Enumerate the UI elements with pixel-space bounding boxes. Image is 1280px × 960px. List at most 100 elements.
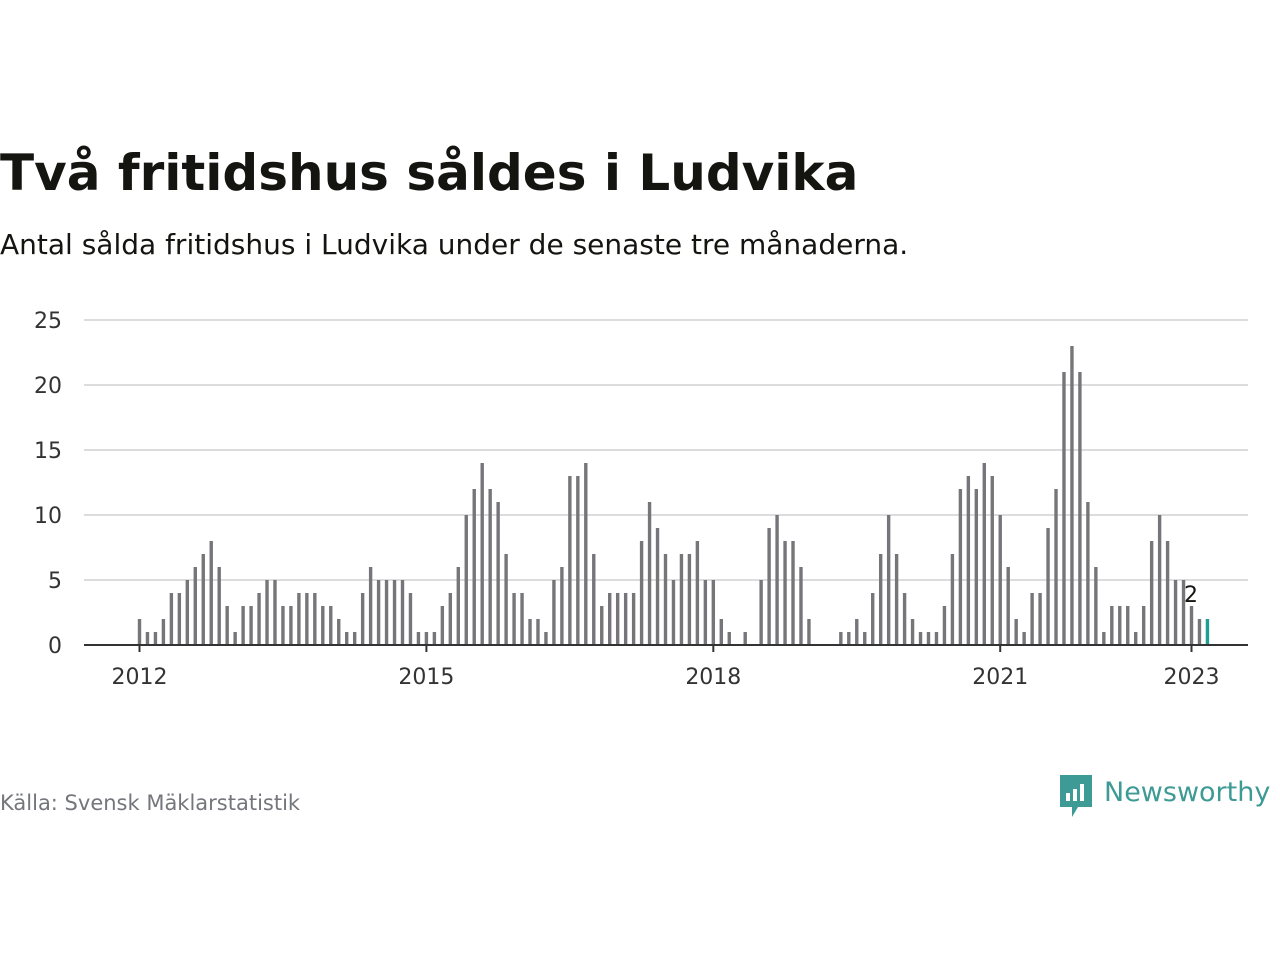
bar xyxy=(966,476,971,645)
chart-title: Två fritidshus såldes i Ludvika xyxy=(0,144,859,202)
bar xyxy=(663,554,668,645)
bar xyxy=(1014,619,1018,645)
bar xyxy=(289,606,293,645)
bars xyxy=(137,346,1210,645)
bar xyxy=(910,619,915,645)
bar xyxy=(416,632,421,645)
bar xyxy=(799,567,803,645)
bar xyxy=(863,632,867,645)
bar xyxy=(1173,580,1178,645)
bar xyxy=(329,606,333,645)
bar xyxy=(273,580,277,645)
bar xyxy=(512,593,516,645)
y-axis-tick-labels: 0 5 10 15 20 25 xyxy=(34,309,62,659)
bar xyxy=(1157,515,1162,645)
x-axis-ticks xyxy=(138,645,1193,652)
bar xyxy=(480,463,484,645)
bar xyxy=(153,632,158,645)
bar xyxy=(185,580,190,645)
x-tick-label: 2021 xyxy=(972,665,1028,690)
bar xyxy=(424,632,429,645)
bar xyxy=(775,515,779,645)
bar xyxy=(592,554,596,645)
bar xyxy=(942,606,947,645)
bar xyxy=(647,502,652,645)
bar xyxy=(1181,580,1186,645)
brand-name: Newsworthy xyxy=(1104,777,1271,808)
bar xyxy=(743,632,747,645)
bar xyxy=(1189,606,1194,645)
bar xyxy=(576,476,580,645)
bar xyxy=(209,541,213,645)
bar xyxy=(360,593,365,645)
bar xyxy=(847,632,851,645)
bar xyxy=(352,632,357,645)
bar xyxy=(337,619,341,645)
bar xyxy=(520,593,524,645)
bar xyxy=(1046,528,1050,645)
bar xyxy=(791,541,795,645)
bar-chart: 0 5 10 15 20 25 2012 2015 2018 2021 2023 2 xyxy=(34,309,1248,690)
x-tick-label: 2023 xyxy=(1164,665,1220,690)
bar xyxy=(1038,593,1042,645)
bar xyxy=(759,580,763,645)
bar xyxy=(161,619,166,645)
bar xyxy=(584,463,588,645)
chart-subtitle: Antal sålda fritidshus i Ludvika under d… xyxy=(0,228,909,261)
bar xyxy=(488,489,492,645)
brand[interactable]: Newsworthy xyxy=(1058,773,1270,819)
bar xyxy=(711,580,716,645)
bar xyxy=(193,567,197,645)
bar xyxy=(281,606,285,645)
bar xyxy=(544,632,548,645)
bar xyxy=(639,541,644,645)
bar xyxy=(321,606,325,645)
x-tick-label: 2015 xyxy=(398,665,454,690)
bar xyxy=(1086,502,1090,645)
bar xyxy=(1149,541,1154,645)
bar xyxy=(687,554,692,645)
bar xyxy=(871,593,875,645)
bar xyxy=(783,541,787,645)
bar xyxy=(807,619,811,645)
bar xyxy=(1022,632,1026,645)
bar xyxy=(528,619,532,645)
y-tick-label: 20 xyxy=(34,374,62,399)
bar xyxy=(568,476,572,645)
bar xyxy=(902,593,907,645)
bar xyxy=(1134,632,1138,645)
bar xyxy=(1094,567,1098,645)
bar xyxy=(169,593,174,645)
bar xyxy=(504,554,508,645)
bar xyxy=(1118,606,1122,645)
bar xyxy=(257,593,261,645)
x-tick-label: 2012 xyxy=(112,665,168,690)
bar xyxy=(496,502,500,645)
bar xyxy=(679,554,684,645)
highlight-value-label: 2 xyxy=(1184,583,1198,608)
bar xyxy=(703,580,708,645)
bar xyxy=(1078,372,1082,645)
bar xyxy=(440,606,445,645)
y-tick-label: 10 xyxy=(34,504,62,529)
bar xyxy=(305,593,309,645)
bar xyxy=(241,606,245,645)
bar xyxy=(225,606,229,645)
bar xyxy=(886,515,891,645)
bar xyxy=(265,580,269,645)
bar xyxy=(1197,619,1202,645)
bar xyxy=(671,580,676,645)
bar xyxy=(217,567,221,645)
bar xyxy=(1141,606,1146,645)
bar xyxy=(990,476,994,645)
bar xyxy=(560,567,564,645)
bar xyxy=(727,632,731,645)
gridlines xyxy=(84,319,1248,581)
bar xyxy=(974,489,979,645)
bar xyxy=(233,632,237,645)
bar xyxy=(249,606,253,645)
bar xyxy=(145,632,150,645)
bar xyxy=(767,528,771,645)
bar xyxy=(695,541,700,645)
bar xyxy=(934,632,939,645)
